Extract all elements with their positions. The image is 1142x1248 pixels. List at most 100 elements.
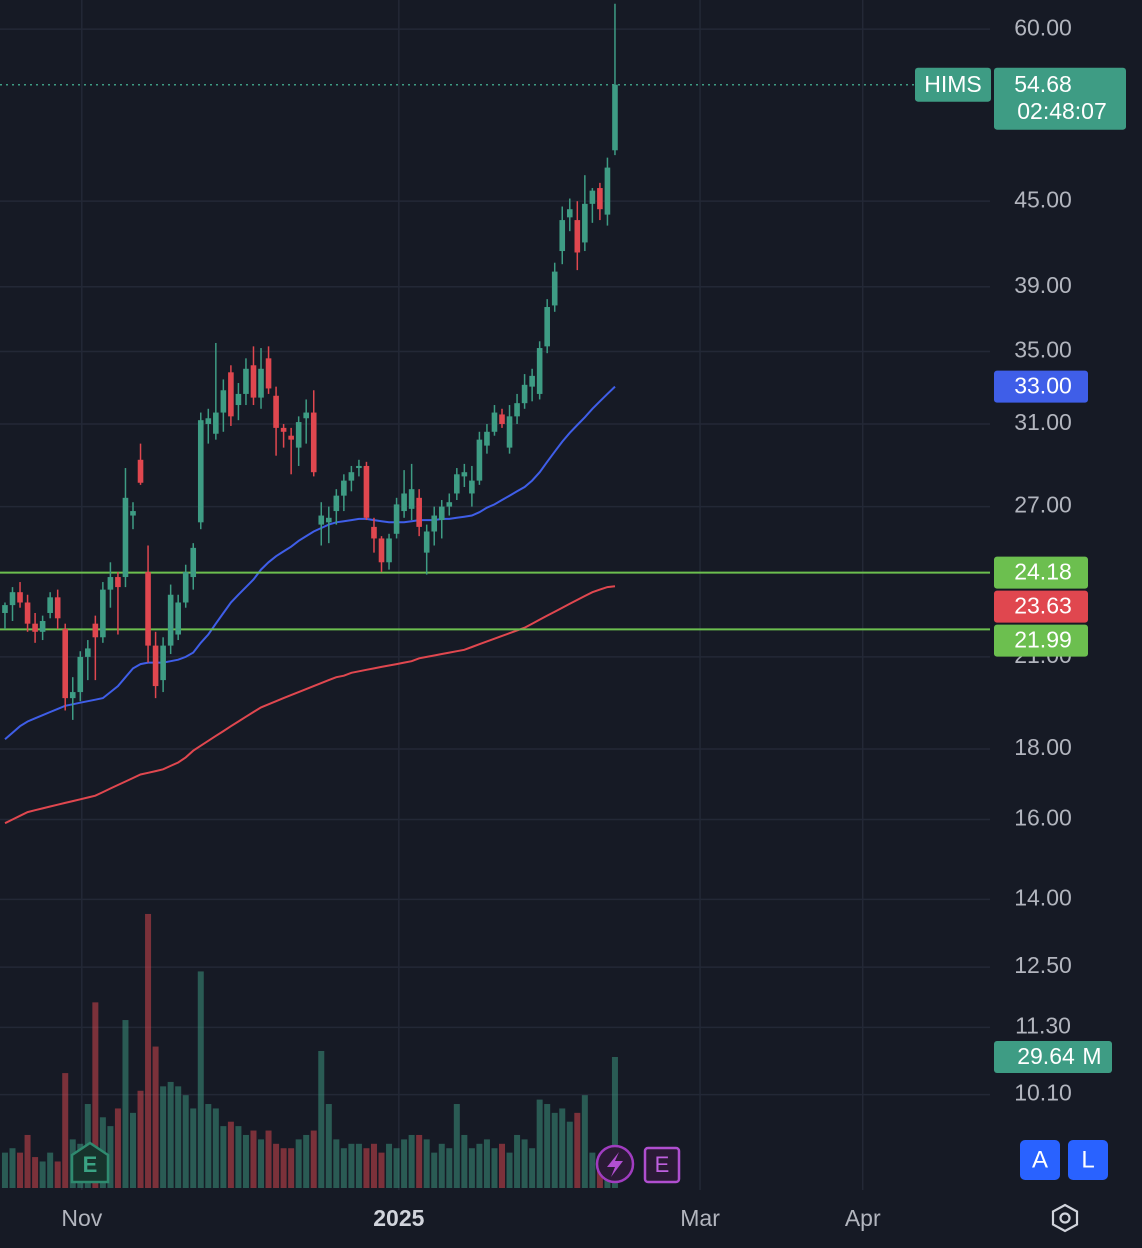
price-badge-label: 24.18 [1014, 559, 1072, 585]
log-scale-button[interactable] [1068, 1140, 1108, 1180]
volume-bar [152, 1046, 159, 1188]
candle-body [371, 526, 377, 539]
volume-bar [160, 1086, 167, 1188]
volume-bar [355, 1143, 362, 1188]
auto-scale-button[interactable] [1020, 1140, 1060, 1180]
candle-body [228, 372, 234, 417]
volume-bar [182, 1095, 189, 1188]
candle-body [574, 220, 581, 253]
volume-bar [227, 1121, 234, 1188]
symbol-label: HIMS [924, 71, 982, 97]
y-tick-label: 14.00 [1014, 884, 1072, 910]
x-tick-label: Apr [845, 1205, 881, 1231]
price-badge-label: 23.63 [1014, 593, 1072, 619]
earnings-upcoming-icon[interactable] [643, 1146, 681, 1184]
volume-bar [340, 1148, 347, 1188]
candle-body [243, 368, 249, 394]
volume-bar [114, 1108, 121, 1188]
candle-body [115, 577, 121, 588]
volume-bar [506, 1152, 513, 1188]
volume-bar [280, 1148, 287, 1188]
candle-body [54, 597, 61, 619]
volume-bar [581, 1095, 588, 1188]
volume-bar [129, 1112, 136, 1188]
candle-body [499, 414, 505, 425]
price-badge [994, 556, 1088, 589]
volume-bar [514, 1134, 521, 1188]
volume-bar [39, 1161, 46, 1188]
volume-bar [423, 1139, 430, 1188]
volume-bar [536, 1099, 543, 1188]
candle-body [363, 465, 370, 518]
volume-bar [416, 1134, 423, 1188]
candle-body [476, 439, 483, 481]
x-tick-label: Mar [680, 1205, 720, 1231]
volume-bar [220, 1126, 227, 1188]
candle-body [431, 515, 438, 532]
volume-bar [325, 1104, 332, 1188]
settings-icon[interactable] [1051, 1203, 1079, 1233]
candle-body [416, 497, 422, 527]
candle-body [469, 480, 475, 494]
candle-body [341, 480, 347, 496]
earnings-icon[interactable] [70, 1141, 110, 1184]
candle-body [24, 602, 31, 624]
candle-body [461, 472, 468, 477]
time-axis: Nov 2025 Mar Apr [61, 1205, 881, 1231]
volume-unit: M [1082, 1043, 1101, 1069]
candle-body [310, 412, 317, 473]
candle-body [559, 220, 566, 252]
candle-body [491, 412, 498, 432]
volume-bar [242, 1134, 249, 1188]
volume-bar [310, 1130, 317, 1188]
volume-bar [235, 1126, 242, 1188]
volume-bar [273, 1143, 280, 1188]
candle-body [521, 384, 528, 404]
candle-body [529, 375, 535, 387]
volume-bar [167, 1081, 174, 1188]
candle-body [250, 365, 257, 398]
volume-bar [544, 1104, 551, 1188]
volume-bar [529, 1148, 536, 1188]
volume-bar [9, 1148, 16, 1188]
volume-bar [265, 1130, 272, 1188]
candle-body [356, 465, 362, 469]
volume-bar [303, 1134, 310, 1188]
price-badge-label: 21.99 [1014, 627, 1072, 653]
volume-bar [295, 1139, 302, 1188]
volume-bar [386, 1143, 393, 1188]
candle-body [107, 577, 114, 590]
volume-bar [431, 1152, 438, 1188]
candle-body [167, 594, 174, 646]
candle-body [514, 403, 520, 417]
volume-bar [551, 1112, 558, 1188]
volume-badge [994, 1040, 1112, 1073]
volume-bar [17, 1152, 24, 1188]
candle-body [386, 538, 392, 563]
candle-body [438, 506, 445, 521]
candle-body [258, 368, 264, 398]
candle-body [152, 645, 159, 687]
volume-bar [333, 1139, 340, 1188]
earnings-label: E [83, 1152, 98, 1177]
y-tick-label: 16.00 [1014, 805, 1072, 831]
candle-body [589, 190, 596, 204]
volume-bar [250, 1130, 257, 1188]
volume-bar [47, 1152, 54, 1188]
volume-bar [408, 1134, 415, 1188]
y-tick-label: 10.10 [1014, 1080, 1072, 1106]
candle-body [85, 648, 91, 657]
x-tick-label: Nov [61, 1205, 102, 1231]
candle-body [17, 592, 23, 603]
candle-body [582, 203, 588, 243]
y-tick-label: 11.30 [1015, 1013, 1071, 1039]
candle-body [190, 547, 197, 578]
price-axis: 60.0045.0039.0035.0031.0027.0021.0018.00… [1014, 14, 1072, 1105]
candle-body [69, 692, 76, 699]
candle-body [197, 420, 204, 523]
candle-body [77, 656, 84, 693]
candle-body [348, 472, 355, 481]
volume-bar [258, 1139, 265, 1188]
volume-bar [137, 1090, 144, 1188]
